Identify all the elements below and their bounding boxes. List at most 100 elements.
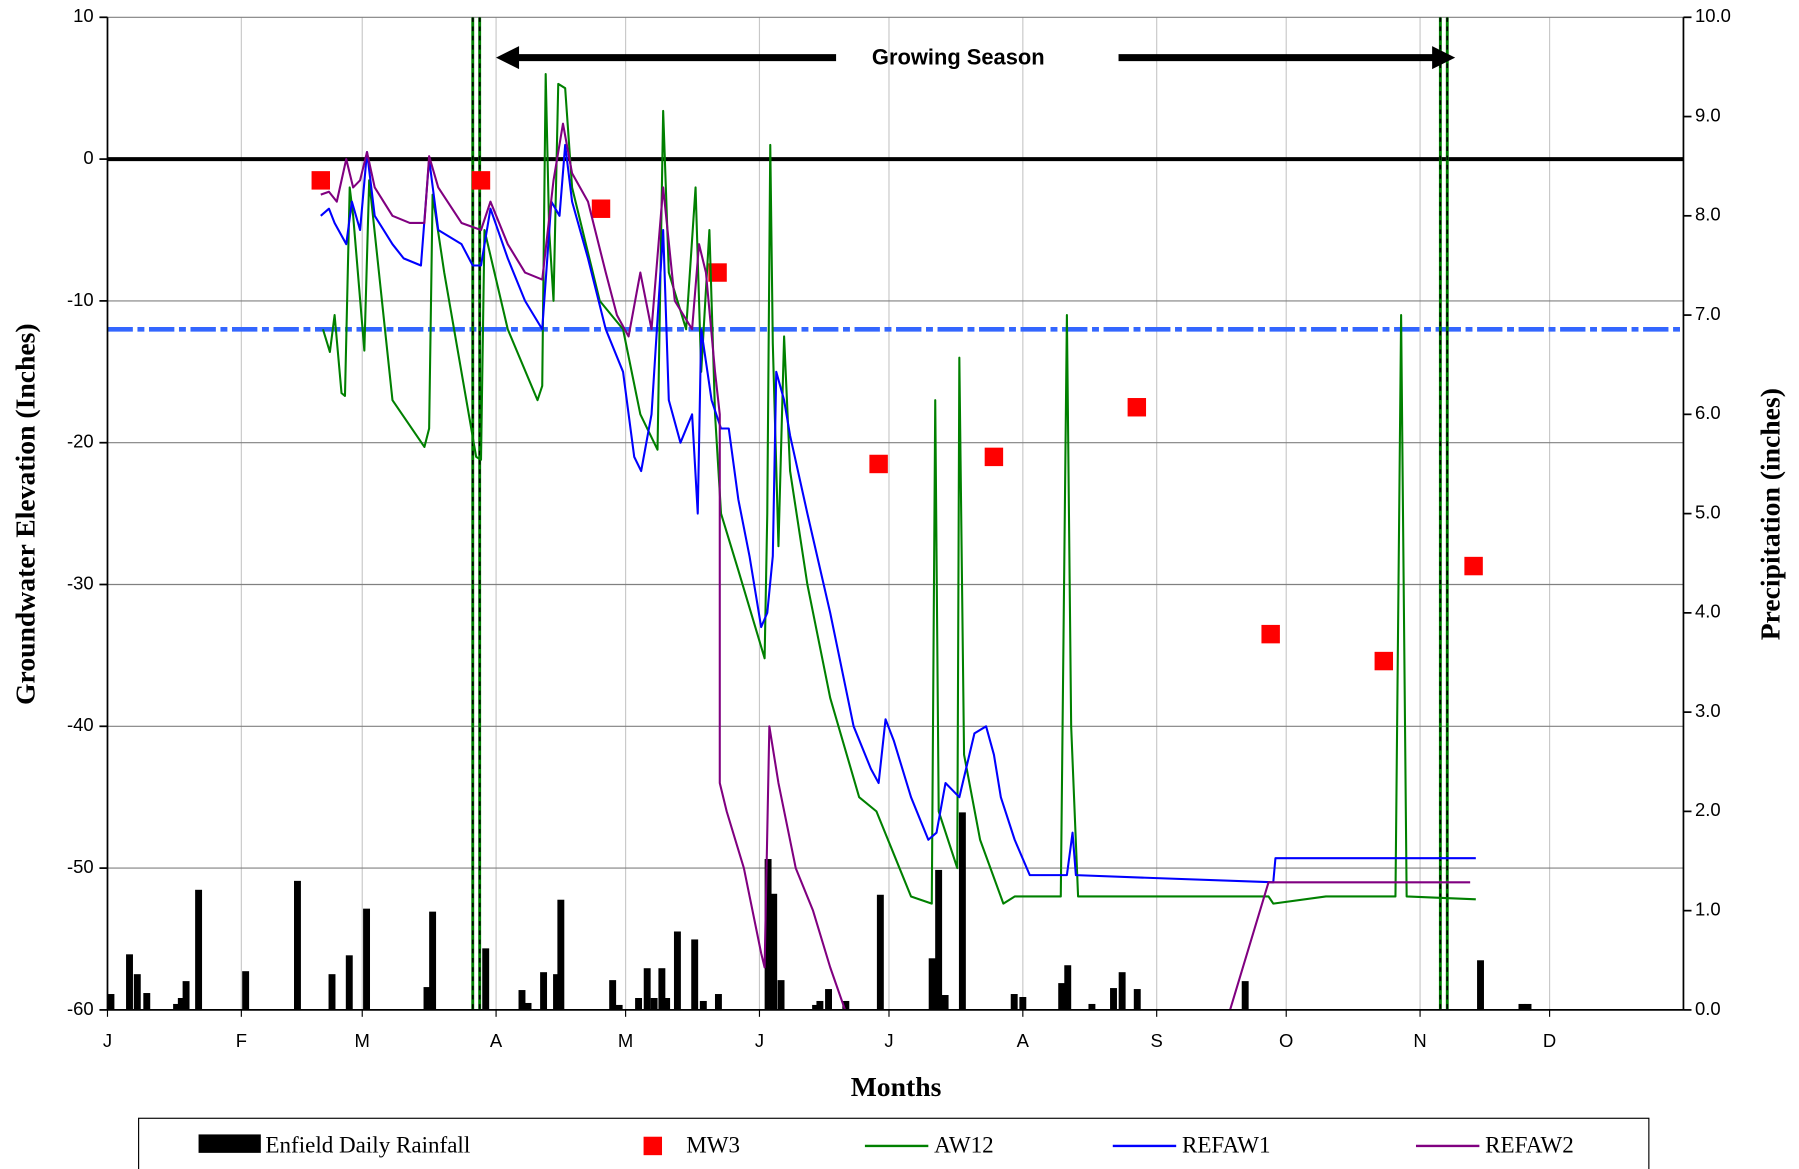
x-tick-label: A <box>1017 1030 1030 1051</box>
y2-tick-label: 7.0 <box>1695 303 1721 324</box>
bar <box>1110 988 1117 1010</box>
y-tick-label: -40 <box>67 714 94 735</box>
y-tick-label: 10 <box>73 5 94 26</box>
y2-axis-title: Precipitation (inches) <box>1755 388 1786 640</box>
y2-tick-label: 1.0 <box>1695 899 1721 920</box>
legend: Enfield Daily Rainfall MW3 AW12 REFAW1 REFAW… <box>198 1131 1574 1157</box>
bar <box>1118 972 1126 1010</box>
bar <box>825 989 832 1010</box>
bar <box>242 971 250 1010</box>
bar <box>143 993 151 1010</box>
annotation-text: Growing Season <box>872 45 1045 70</box>
point <box>1261 624 1280 644</box>
bar <box>691 939 699 1010</box>
bar <box>770 893 778 1010</box>
bar <box>429 911 437 1010</box>
bar <box>714 994 722 1010</box>
bar <box>928 958 936 1010</box>
x-tick-label: A <box>490 1030 503 1051</box>
bar <box>345 955 353 1010</box>
bar <box>363 908 371 1010</box>
bar <box>1058 983 1066 1010</box>
bar <box>482 948 490 1010</box>
x-axis-title: Months <box>851 1071 942 1102</box>
point <box>869 454 888 474</box>
point <box>1464 556 1483 576</box>
bar <box>177 997 185 1010</box>
x-tick-label: J <box>755 1030 764 1051</box>
bar <box>673 931 681 1010</box>
axes: J F M A M J J A S O N D -60 -50 -40 -30 -20 -10 0 10 0.0 1.0 2… <box>67 5 1731 1051</box>
bar <box>540 972 548 1010</box>
y-tick-label: -10 <box>67 289 94 310</box>
bar <box>423 987 431 1010</box>
bar <box>182 981 190 1010</box>
x-tick-label: N <box>1413 1030 1426 1051</box>
marks <box>107 17 1684 1010</box>
x-tick-label: S <box>1151 1030 1163 1051</box>
bar <box>173 1003 181 1010</box>
bar <box>1133 989 1141 1010</box>
bar <box>133 974 141 1010</box>
point <box>1127 398 1147 417</box>
legend-swatch <box>643 1136 663 1156</box>
x-tick-label: J <box>103 1030 112 1051</box>
bar <box>126 954 133 1010</box>
y2-tick-label: 2.0 <box>1695 799 1721 820</box>
bar <box>1010 994 1018 1010</box>
bar <box>842 1000 850 1010</box>
bar <box>615 1004 623 1010</box>
bar <box>294 880 301 1010</box>
bar <box>1088 1003 1096 1010</box>
bar <box>1064 965 1072 1010</box>
bar <box>195 889 203 1010</box>
x-tick-label: M <box>355 1030 370 1051</box>
point <box>471 171 491 190</box>
bar <box>1477 960 1484 1010</box>
bar <box>557 899 565 1010</box>
bar <box>658 968 666 1010</box>
bar <box>1524 1003 1532 1010</box>
bar <box>643 968 651 1010</box>
bar <box>635 997 643 1010</box>
bar <box>1241 981 1249 1010</box>
y-tick-label: -50 <box>67 856 94 877</box>
line <box>320 122 1471 1010</box>
bar <box>1019 997 1027 1010</box>
y2-tick-label: 5.0 <box>1695 501 1721 522</box>
x-tick-label: D <box>1543 1030 1556 1051</box>
arrow-head <box>1432 46 1456 70</box>
x-tick-label: F <box>236 1030 247 1051</box>
y-tick-label: -60 <box>67 998 94 1019</box>
legend-swatch <box>198 1134 261 1153</box>
bar <box>699 1000 707 1010</box>
arrow-head <box>495 46 520 70</box>
x-tick-label: M <box>618 1030 633 1051</box>
line <box>320 143 1476 884</box>
y-tick-label: 0 <box>83 147 93 168</box>
y2-tick-label: 0.0 <box>1695 998 1721 1019</box>
bar <box>663 997 671 1010</box>
legend-label: MW3 <box>686 1131 740 1157</box>
y2-tick-label: 8.0 <box>1695 204 1721 225</box>
bar <box>812 1004 820 1010</box>
y2-tick-label: 9.0 <box>1695 104 1721 125</box>
bar <box>524 1002 532 1010</box>
y-tick-label: -20 <box>67 431 94 452</box>
legend-label: REFAW2 <box>1485 1131 1574 1157</box>
y2-tick-label: 6.0 <box>1695 402 1721 423</box>
y-axis-title: Groundwater Elevation (Inches) <box>9 323 40 705</box>
bar <box>941 995 949 1010</box>
legend-label: Enfield Daily Rainfall <box>265 1131 470 1157</box>
bar <box>650 997 658 1010</box>
bar <box>935 869 943 1010</box>
bar <box>107 994 115 1010</box>
bar <box>328 974 336 1010</box>
bar <box>609 980 617 1010</box>
y2-tick-label: 10.0 <box>1695 5 1731 26</box>
bar <box>876 894 884 1010</box>
point <box>591 199 611 218</box>
point <box>708 263 727 282</box>
